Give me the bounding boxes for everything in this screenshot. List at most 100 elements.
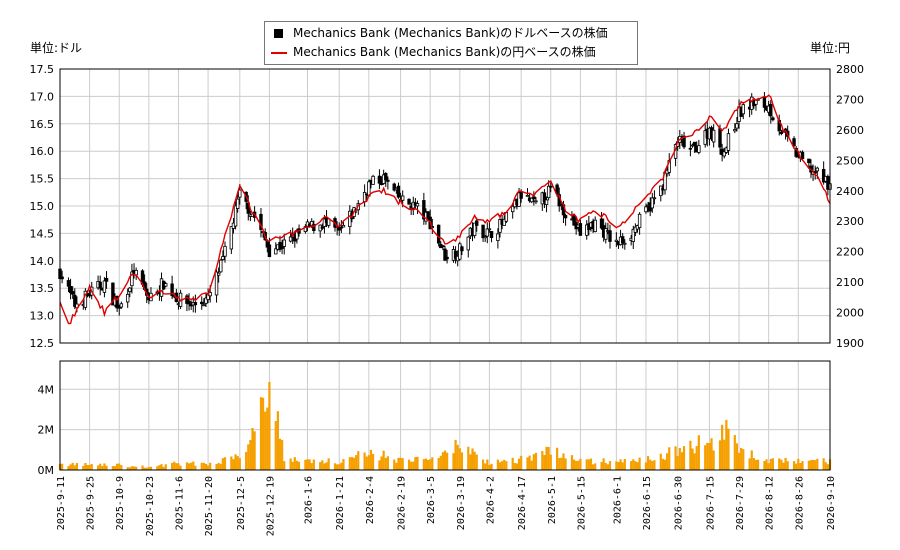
- volume-bar: [784, 457, 787, 470]
- candle-body: [73, 294, 77, 307]
- candle-body: [762, 97, 767, 108]
- volume-bar: [517, 458, 521, 470]
- volume-bar: [293, 457, 296, 470]
- candle-body: [733, 129, 737, 132]
- volume-bar: [767, 463, 770, 470]
- volume-bar: [82, 465, 85, 470]
- volume-bar: [621, 462, 624, 470]
- date-tick-label: 2025-11-20: [204, 476, 215, 536]
- date-tick-label: 2026-7-15: [705, 476, 716, 530]
- volume-bar: [410, 461, 413, 470]
- volume-bar: [236, 456, 239, 470]
- volume-bar: [382, 450, 385, 470]
- candle-body: [623, 242, 627, 245]
- volume-bar: [575, 460, 578, 470]
- volume-bar: [113, 466, 117, 470]
- date-tick-label: 2025-12-19: [265, 476, 276, 536]
- candle-body: [650, 197, 655, 209]
- date-tick-label: 2026-3-5: [426, 476, 437, 524]
- candle-body: [542, 192, 547, 203]
- volume-bar: [718, 440, 722, 470]
- volume-bar: [695, 446, 698, 470]
- candle-body: [407, 198, 411, 205]
- volume-bar: [429, 459, 432, 470]
- candle-body: [235, 198, 240, 209]
- volume-bar: [384, 457, 387, 470]
- volume-bar: [266, 407, 269, 470]
- volume-bar: [712, 450, 715, 470]
- volume-bar: [585, 459, 588, 470]
- candle-body: [682, 135, 686, 148]
- volume-bar: [200, 462, 203, 470]
- candle-body: [599, 218, 604, 229]
- volume-bar: [422, 459, 425, 470]
- date-tick-label: 2026-7-29: [735, 476, 746, 530]
- volume-bar: [338, 464, 341, 470]
- candle-body: [458, 243, 462, 260]
- volume-bar: [704, 445, 707, 470]
- candle-body: [280, 246, 284, 249]
- volume-bar: [164, 464, 167, 470]
- candle-body: [278, 242, 282, 250]
- volume-bar: [348, 457, 351, 470]
- volume-bar: [541, 451, 544, 470]
- candle-body: [219, 259, 223, 273]
- volume-bar: [515, 463, 519, 470]
- volume-bar: [503, 459, 506, 470]
- volume-bar: [733, 435, 736, 470]
- candle-body: [800, 151, 805, 160]
- legend: Mechanics Bank (Mechanics Bank)のドルベースの株価…: [264, 21, 638, 65]
- usd-candles: [58, 92, 832, 316]
- candle-body: [502, 218, 506, 226]
- volume-bar: [111, 466, 114, 470]
- candle-body: [489, 231, 494, 238]
- volume-bar: [659, 453, 662, 470]
- usd-tick-label: 16.5: [30, 118, 55, 131]
- volume-bar: [261, 397, 265, 470]
- volume-bar: [312, 459, 315, 470]
- volume-bar: [308, 459, 311, 470]
- volume-bar: [319, 462, 322, 470]
- volume-bar: [73, 465, 76, 470]
- volume-bar: [441, 452, 444, 470]
- volume-bar: [103, 463, 106, 470]
- candle-body: [170, 283, 174, 297]
- volume-bar: [723, 439, 726, 470]
- volume-bar: [638, 457, 641, 470]
- candle-body: [443, 248, 447, 261]
- volume-bar: [202, 462, 205, 470]
- volume-bar: [634, 461, 637, 470]
- candle-body: [119, 303, 124, 308]
- candle-body: [532, 196, 536, 200]
- usd-tick-label: 13.0: [30, 310, 55, 323]
- volume-bar: [636, 462, 639, 470]
- volume-bar: [644, 462, 648, 470]
- volume-bar: [215, 463, 218, 470]
- volume-bar: [591, 464, 595, 470]
- volume-plot-frame: [59, 360, 831, 471]
- volume-bar: [501, 461, 504, 470]
- volume-bar: [86, 464, 89, 470]
- candle-body: [549, 185, 553, 188]
- candle-body: [614, 239, 619, 242]
- candle-body: [303, 226, 308, 232]
- volume-bar: [754, 459, 758, 470]
- volume-bar: [547, 446, 550, 470]
- volume-bar: [496, 459, 499, 470]
- volume-bar: [780, 459, 783, 470]
- legend-item-usd: Mechanics Bank (Mechanics Bank)のドルベースの株価: [271, 24, 608, 42]
- volume-bar: [721, 424, 724, 470]
- volume-bar: [88, 464, 91, 470]
- volume-bar: [594, 463, 597, 470]
- volume-bar: [666, 453, 669, 470]
- volume-bar: [797, 458, 800, 470]
- candle-body: [125, 293, 130, 303]
- volume-bar: [336, 464, 339, 470]
- date-tick-label: 2026-8-12: [765, 476, 776, 530]
- legend-usd-label: Mechanics Bank (Mechanics Bank)のドルベースの株価: [293, 26, 608, 40]
- candle-body: [111, 282, 115, 306]
- volume-bar: [600, 462, 603, 470]
- volume-bar: [532, 454, 535, 470]
- candle-body: [130, 271, 134, 287]
- jpy-tick-label: 2600: [836, 124, 864, 137]
